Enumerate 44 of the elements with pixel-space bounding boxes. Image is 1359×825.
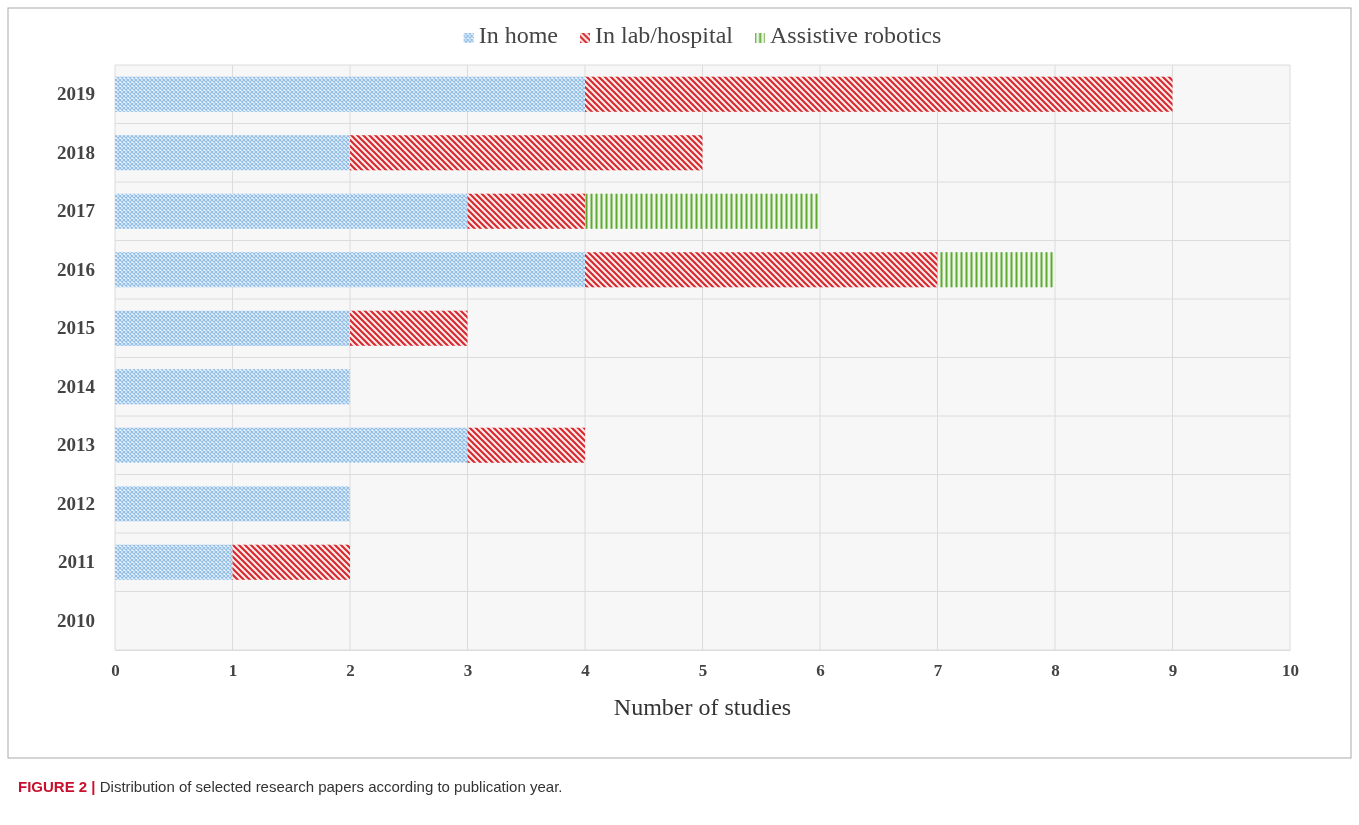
y-tick-label: 2010: [57, 609, 95, 631]
y-tick-label: 2012: [57, 492, 95, 514]
bar: [350, 310, 468, 346]
bar: [467, 427, 585, 463]
x-tick-label: 1: [228, 661, 238, 681]
bar: [350, 135, 703, 171]
x-tick-label: 8: [1051, 661, 1060, 681]
x-tick-label: 0: [111, 661, 120, 681]
y-tick-label: 2016: [57, 258, 95, 280]
x-tick-label: 6: [816, 661, 825, 681]
bar: [115, 486, 350, 522]
legend-label: In lab/hospital: [595, 22, 734, 48]
y-tick-label: 2017: [57, 200, 96, 222]
y-tick-label: 2018: [57, 141, 95, 163]
y-tick-label: 2013: [57, 434, 95, 456]
x-tick-label: 7: [933, 661, 943, 681]
caption: FIGURE 2 | Distribution of selected research papers according to publication year.: [18, 778, 563, 795]
x-axis-title: Number of studies: [613, 694, 792, 720]
bar: [115, 369, 350, 405]
bar: [585, 193, 820, 229]
bar: [937, 252, 1055, 288]
bar: [115, 427, 468, 463]
bar: [467, 193, 585, 229]
bar: [585, 76, 1173, 112]
y-tick-label: 2019: [57, 83, 95, 105]
x-tick-label: 4: [581, 661, 591, 681]
x-tick-label: 5: [698, 661, 708, 681]
legend-label: In home: [478, 22, 558, 48]
legend-label: Assistive robotics: [769, 22, 942, 48]
bar: [115, 76, 585, 112]
y-tick-label: 2011: [58, 551, 95, 573]
bar: [115, 310, 350, 346]
bar: [115, 252, 585, 288]
x-tick-label: 10: [1282, 661, 1299, 681]
x-tick-label: 2: [346, 661, 355, 681]
bar: [232, 544, 350, 580]
y-tick-label: 2015: [57, 317, 95, 339]
bar: [585, 252, 938, 288]
bar: [115, 193, 468, 229]
bar: [115, 544, 233, 580]
bar: [115, 135, 350, 171]
x-tick-label: 9: [1168, 661, 1178, 681]
x-tick-label: 3: [463, 661, 473, 681]
y-tick-label: 2014: [57, 375, 96, 397]
